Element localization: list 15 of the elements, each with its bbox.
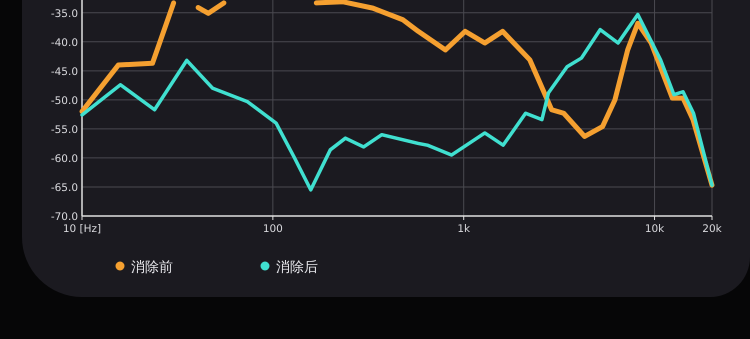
legend-label: 消除后 [276,260,318,276]
y-tick-label: -60.0 [50,152,78,165]
x-tick-label: 20k [702,223,723,235]
y-tick-label: -55.0 [50,124,78,136]
y-tick-label: -40.0 [50,36,78,49]
y-tick-label: -65.0 [50,182,78,194]
y-tick-label: -50.0 [50,94,78,107]
y-tick-label: -70.0 [50,211,78,223]
y-tick-label: -45.0 [50,66,78,78]
legend-label: 消除前 [131,260,173,276]
x-tick-label: 10 [Hz] [62,223,102,235]
x-tick-label: 100 [262,223,283,235]
x-tick-label: 1k [457,223,471,235]
x-tick-label: 10k [644,223,666,235]
y-tick-label: -35.0 [50,8,78,20]
